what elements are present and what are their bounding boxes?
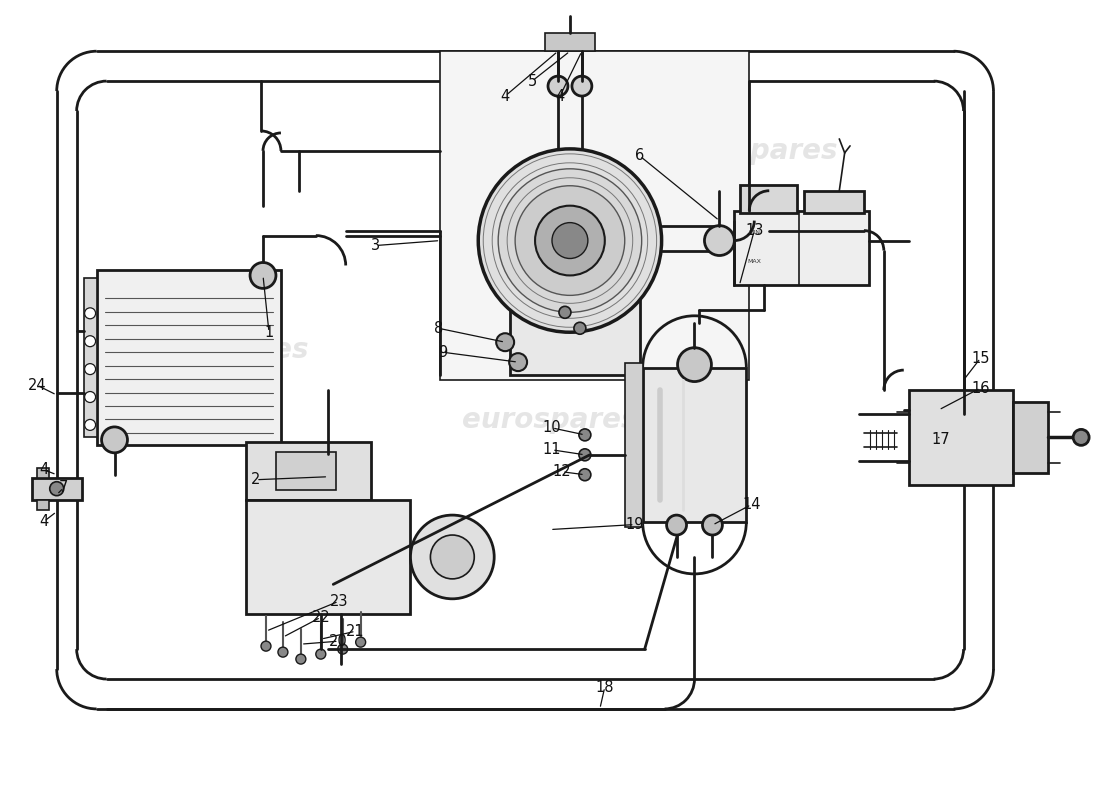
Text: 14: 14 — [742, 497, 760, 512]
Circle shape — [338, 644, 348, 654]
Text: 9: 9 — [438, 345, 447, 360]
Circle shape — [579, 429, 591, 441]
Circle shape — [410, 515, 494, 599]
Circle shape — [85, 308, 96, 318]
Circle shape — [579, 449, 591, 461]
Text: 10: 10 — [542, 421, 561, 435]
Bar — [625, 362, 642, 527]
Text: eurospares: eurospares — [133, 336, 309, 364]
Bar — [84, 278, 97, 437]
Circle shape — [278, 647, 288, 657]
Bar — [510, 270, 640, 375]
Bar — [544, 34, 595, 51]
Circle shape — [85, 419, 96, 430]
Circle shape — [579, 469, 591, 481]
Circle shape — [101, 427, 128, 453]
Text: 4: 4 — [500, 89, 509, 103]
Text: 19: 19 — [626, 517, 644, 532]
Circle shape — [478, 149, 661, 332]
Circle shape — [678, 348, 712, 382]
Text: 1: 1 — [264, 325, 274, 340]
Text: MIN: MIN — [748, 230, 760, 234]
Circle shape — [85, 391, 96, 402]
Text: 16: 16 — [971, 381, 990, 395]
Circle shape — [250, 262, 276, 288]
Text: 3: 3 — [371, 238, 381, 253]
Text: eurospares: eurospares — [661, 137, 837, 165]
Bar — [276, 452, 336, 490]
Circle shape — [498, 169, 641, 312]
Circle shape — [572, 76, 592, 96]
Bar — [36, 500, 48, 510]
Text: 5: 5 — [527, 74, 537, 89]
Circle shape — [548, 76, 568, 96]
Circle shape — [261, 641, 271, 651]
Circle shape — [316, 649, 326, 659]
Text: 15: 15 — [971, 350, 990, 366]
Text: 4: 4 — [40, 462, 48, 478]
Text: eurospares: eurospares — [462, 406, 638, 434]
Bar — [97, 270, 280, 445]
Text: MAX: MAX — [747, 259, 761, 265]
Circle shape — [703, 515, 723, 535]
Circle shape — [535, 206, 605, 275]
Text: 11: 11 — [542, 442, 561, 458]
Bar — [32, 478, 81, 500]
Text: 17: 17 — [932, 432, 950, 447]
Circle shape — [704, 226, 735, 255]
Text: 20: 20 — [329, 634, 348, 649]
Text: 6: 6 — [635, 148, 645, 163]
Bar — [36, 468, 48, 478]
Text: 24: 24 — [28, 378, 46, 393]
Circle shape — [85, 336, 96, 346]
Circle shape — [50, 482, 64, 496]
Circle shape — [1074, 430, 1089, 446]
Circle shape — [85, 364, 96, 374]
Text: 22: 22 — [311, 610, 330, 625]
Text: 23: 23 — [330, 594, 348, 609]
Text: 4: 4 — [40, 514, 48, 529]
Circle shape — [552, 222, 587, 258]
Text: 18: 18 — [595, 679, 614, 694]
Circle shape — [430, 535, 474, 579]
Text: 2: 2 — [251, 472, 261, 487]
Bar — [740, 185, 796, 213]
Bar — [440, 51, 749, 380]
Bar — [909, 390, 1013, 485]
Circle shape — [509, 353, 527, 371]
Text: 7: 7 — [59, 480, 68, 495]
Bar — [804, 190, 864, 213]
Bar — [735, 210, 869, 286]
Circle shape — [559, 306, 571, 318]
Text: 12: 12 — [552, 464, 571, 479]
Circle shape — [296, 654, 306, 664]
Bar — [1013, 402, 1048, 473]
Text: 21: 21 — [346, 624, 365, 638]
Circle shape — [355, 637, 365, 647]
Bar — [642, 368, 746, 522]
Text: 8: 8 — [433, 321, 443, 336]
Text: 4: 4 — [556, 89, 564, 103]
Circle shape — [496, 334, 514, 351]
Circle shape — [574, 322, 586, 334]
Bar — [246, 500, 410, 614]
Text: 13: 13 — [745, 223, 763, 238]
Circle shape — [667, 515, 686, 535]
Bar — [246, 442, 371, 500]
Circle shape — [515, 186, 625, 295]
